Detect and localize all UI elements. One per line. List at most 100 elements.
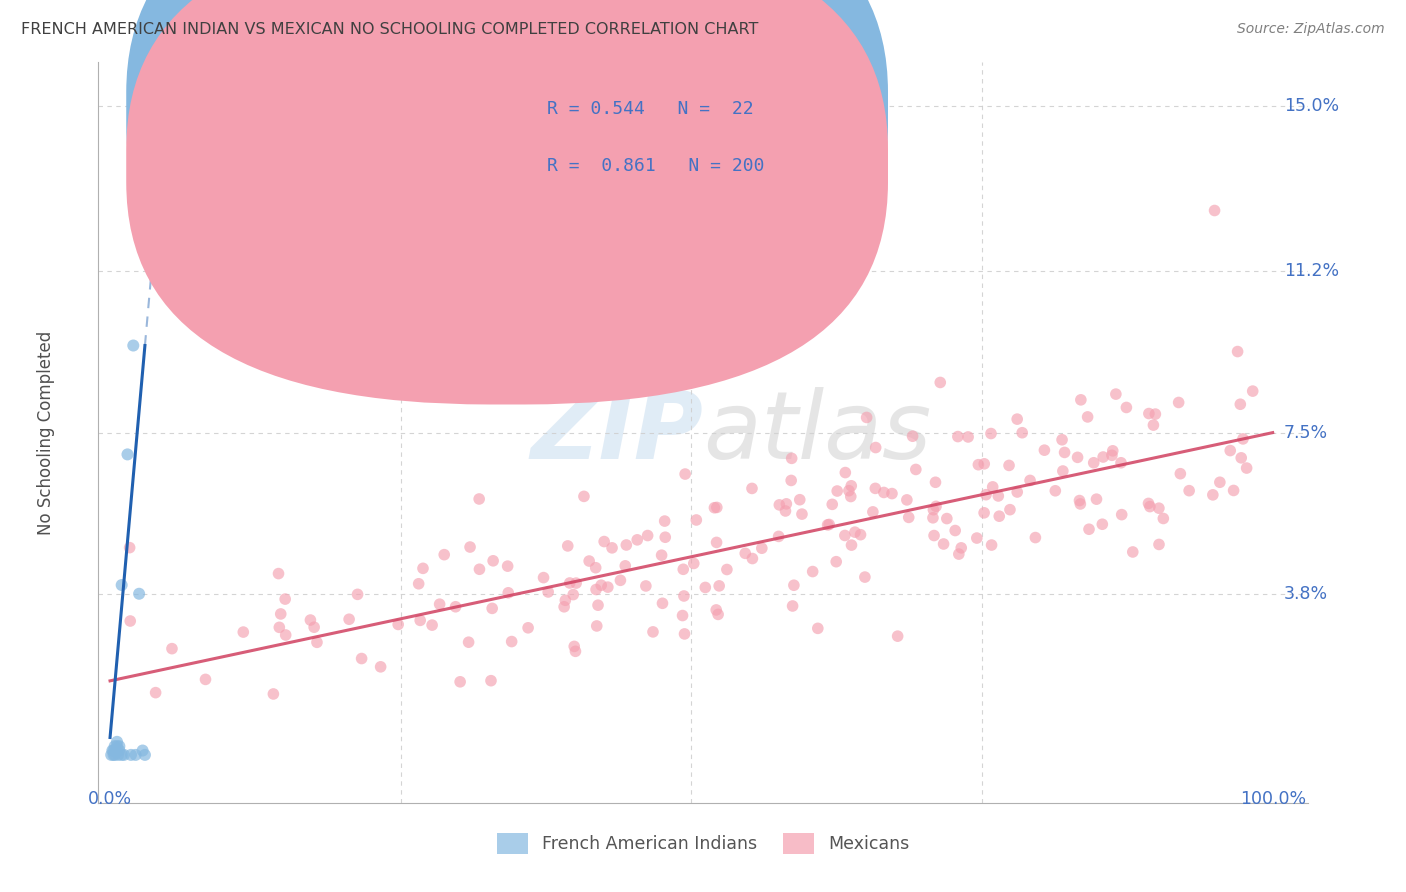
- Point: [935, 511, 957, 525]
- Point: [1232, 432, 1254, 446]
- Text: 3.8%: 3.8%: [1284, 585, 1327, 603]
- Point: [967, 458, 990, 472]
- Point: [780, 474, 803, 488]
- Point: [782, 599, 804, 613]
- Point: [412, 561, 434, 575]
- Point: [950, 541, 973, 555]
- Point: [980, 538, 1002, 552]
- Point: [408, 576, 430, 591]
- Point: [124, 747, 146, 762]
- Point: [751, 541, 773, 556]
- Point: [651, 548, 673, 562]
- Point: [420, 618, 443, 632]
- Point: [651, 596, 673, 610]
- Point: [108, 743, 131, 757]
- Point: [433, 548, 456, 562]
- Point: [672, 589, 695, 603]
- Text: 0.0%: 0.0%: [89, 789, 132, 808]
- Point: [262, 687, 284, 701]
- Point: [834, 528, 856, 542]
- Point: [1147, 537, 1170, 551]
- Point: [593, 534, 616, 549]
- Point: [1109, 456, 1132, 470]
- Point: [1053, 445, 1076, 459]
- Text: R = 0.544   N =  22: R = 0.544 N = 22: [547, 100, 754, 118]
- Point: [637, 528, 659, 542]
- Point: [267, 566, 290, 581]
- Point: [1092, 450, 1115, 464]
- Point: [429, 597, 451, 611]
- Point: [1070, 392, 1092, 407]
- Point: [703, 500, 725, 515]
- Point: [1178, 483, 1201, 498]
- Point: [1222, 483, 1244, 498]
- Point: [111, 578, 134, 592]
- Point: [1078, 522, 1101, 536]
- Point: [609, 574, 631, 588]
- Point: [1069, 497, 1091, 511]
- Point: [118, 541, 141, 555]
- Point: [834, 466, 856, 480]
- Point: [160, 641, 183, 656]
- Point: [741, 482, 763, 496]
- Point: [981, 480, 1004, 494]
- Point: [1083, 456, 1105, 470]
- Point: [501, 634, 523, 648]
- Point: [768, 498, 790, 512]
- Point: [825, 555, 848, 569]
- Text: Source: ZipAtlas.com: Source: ZipAtlas.com: [1237, 22, 1385, 37]
- Point: [558, 576, 581, 591]
- Point: [897, 510, 920, 524]
- Point: [709, 579, 731, 593]
- Point: [1139, 500, 1161, 514]
- Point: [585, 582, 607, 597]
- Point: [120, 614, 142, 628]
- Point: [232, 625, 254, 640]
- Point: [1091, 517, 1114, 532]
- Point: [1144, 407, 1167, 421]
- Point: [855, 410, 877, 425]
- Point: [1077, 409, 1099, 424]
- Point: [925, 500, 948, 514]
- Point: [270, 607, 292, 621]
- Point: [302, 620, 325, 634]
- Point: [673, 467, 696, 481]
- Point: [614, 558, 637, 573]
- Text: atlas: atlas: [703, 387, 931, 478]
- Point: [672, 562, 695, 576]
- Point: [789, 492, 811, 507]
- Point: [479, 673, 502, 688]
- Point: [904, 462, 927, 476]
- Point: [922, 510, 945, 524]
- Point: [1229, 397, 1251, 411]
- Point: [741, 551, 763, 566]
- Point: [1226, 344, 1249, 359]
- Point: [481, 601, 503, 615]
- Point: [841, 538, 863, 552]
- Point: [626, 533, 648, 547]
- Point: [922, 528, 945, 542]
- Point: [974, 488, 997, 502]
- Point: [591, 578, 613, 592]
- Point: [103, 747, 125, 762]
- Point: [704, 603, 727, 617]
- Point: [111, 747, 134, 762]
- Point: [387, 617, 409, 632]
- Point: [1069, 493, 1091, 508]
- Point: [671, 608, 693, 623]
- Point: [886, 629, 908, 643]
- Point: [562, 588, 585, 602]
- Point: [1209, 475, 1232, 490]
- Point: [865, 482, 887, 496]
- Point: [880, 486, 903, 500]
- Point: [131, 743, 153, 757]
- Point: [409, 613, 432, 627]
- Point: [929, 376, 952, 390]
- Point: [537, 585, 560, 599]
- Point: [496, 586, 519, 600]
- Point: [274, 592, 297, 607]
- Point: [104, 747, 127, 762]
- Point: [1019, 474, 1042, 488]
- Point: [682, 557, 704, 571]
- Point: [578, 554, 600, 568]
